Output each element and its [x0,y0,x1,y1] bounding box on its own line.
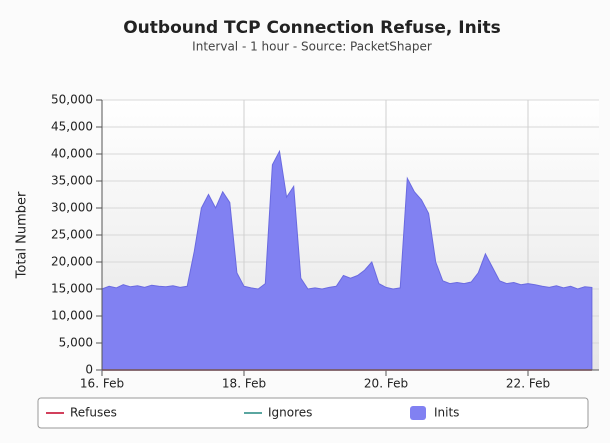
x-tick-label: 18. Feb [222,377,266,391]
y-tick-label: 10,000 [51,309,93,323]
y-tick-label: 15,000 [51,282,93,296]
legend-swatch [410,406,426,420]
y-tick-label: 30,000 [51,201,93,215]
legend-label: Refuses [70,406,117,420]
y-tick-label: 50,000 [51,93,93,107]
x-tick-label: 20. Feb [364,377,408,391]
y-tick-label: 25,000 [51,228,93,242]
legend-box [37,397,589,429]
y-tick-label: 45,000 [51,120,93,134]
legend-label: Inits [434,406,459,420]
y-tick-label: 0 [85,363,93,377]
y-tick-label: 35,000 [51,174,93,188]
x-tick-label: 16. Feb [80,377,124,391]
y-tick-label: 40,000 [51,147,93,161]
y-tick-label: 20,000 [51,255,93,269]
area [101,149,593,371]
y-axis-label: Total Number [15,191,30,279]
chart-title: Outbound TCP Connection Refuse, Inits [123,18,501,38]
y-tick-label: 5,000 [59,336,93,350]
x-tick-label: 22. Feb [506,377,550,391]
legend-label: Ignores [268,406,312,420]
chart-subtitle: Interval - 1 hour - Source: PacketShaper [192,40,432,54]
